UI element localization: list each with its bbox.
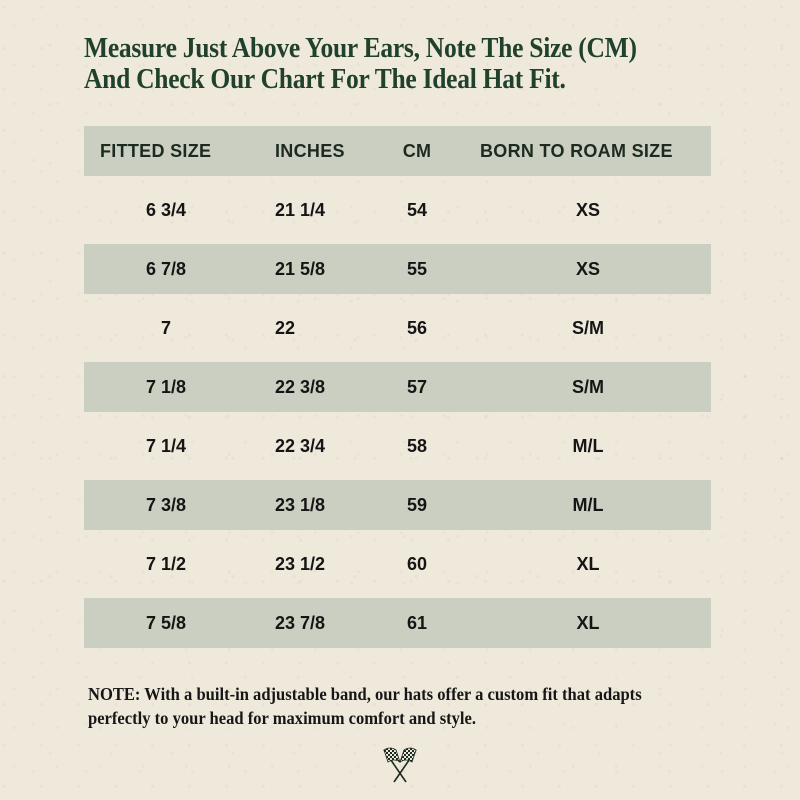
inches-cell: 22 3/4 xyxy=(275,435,326,456)
inches-cell: 21 1/4 xyxy=(275,199,326,220)
checkered-flags-icon xyxy=(383,747,417,783)
fitted-size-cell: 7 1/8 xyxy=(145,376,187,397)
table-row: 7 1/8 22 3/8 57 S/M xyxy=(84,362,711,412)
table-row: 7 22 56 S/M xyxy=(84,294,711,362)
table-header-row: FITTED SIZE INCHES CM BORN TO ROAM SIZE xyxy=(84,126,711,176)
cm-cell: 59 xyxy=(406,494,428,515)
brand-size-cell: XL xyxy=(576,553,600,574)
note-label: NOTE: xyxy=(88,684,141,704)
brand-size-cell: XS xyxy=(575,258,600,279)
cm-cell: 57 xyxy=(406,376,428,397)
inches-cell: 23 1/8 xyxy=(275,494,326,515)
cm-cell: 55 xyxy=(406,258,428,279)
inches-cell: 21 5/8 xyxy=(275,258,326,279)
inches-cell: 22 3/8 xyxy=(275,376,326,397)
table-row: 7 1/4 22 3/4 58 M/L xyxy=(84,412,711,480)
brand-size-cell: XL xyxy=(576,612,600,633)
inches-cell: 23 7/8 xyxy=(275,612,326,633)
fitted-size-cell: 7 3/8 xyxy=(145,494,187,515)
column-header-fitted-size: FITTED SIZE xyxy=(100,140,212,161)
fitted-size-cell: 7 1/2 xyxy=(145,553,187,574)
cm-cell: 60 xyxy=(406,553,428,574)
cm-cell: 58 xyxy=(406,435,428,456)
brand-size-cell: M/L xyxy=(572,435,604,456)
title-line-2: And Check Our Chart For The Ideal Hat Fi… xyxy=(84,63,566,95)
page-title: Measure Just Above Your Ears, Note The S… xyxy=(84,33,682,95)
fitted-size-cell: 6 7/8 xyxy=(145,258,187,279)
fitted-size-cell: 7 5/8 xyxy=(145,612,187,633)
inches-cell: 22 xyxy=(275,317,296,338)
brand-size-cell: XS xyxy=(575,199,600,220)
fitted-size-cell: 7 1/4 xyxy=(145,435,187,456)
brand-size-cell: S/M xyxy=(571,317,604,338)
size-chart-table: FITTED SIZE INCHES CM BORN TO ROAM SIZE … xyxy=(84,126,711,648)
table-row: 7 1/2 23 1/2 60 XL xyxy=(84,530,711,598)
fitted-size-cell: 6 3/4 xyxy=(145,199,187,220)
column-header-cm: CM xyxy=(402,140,432,161)
note-text: With a built-in adjustable band, our hat… xyxy=(88,684,642,728)
column-header-born-to-roam-size: BORN TO ROAM SIZE xyxy=(480,140,673,161)
fit-note: NOTE: With a built-in adjustable band, o… xyxy=(88,682,677,730)
cm-cell: 54 xyxy=(406,199,428,220)
title-line-1: Measure Just Above Your Ears, Note The S… xyxy=(84,32,637,64)
brand-size-cell: S/M xyxy=(571,376,604,397)
fitted-size-cell: 7 xyxy=(160,317,171,338)
table-row: 7 5/8 23 7/8 61 XL xyxy=(84,598,711,648)
table-row: 7 3/8 23 1/8 59 M/L xyxy=(84,480,711,530)
cm-cell: 56 xyxy=(406,317,428,338)
table-row: 6 3/4 21 1/4 54 XS xyxy=(84,176,711,244)
inches-cell: 23 1/2 xyxy=(275,553,326,574)
cm-cell: 61 xyxy=(406,612,428,633)
brand-size-cell: M/L xyxy=(572,494,604,515)
table-row: 6 7/8 21 5/8 55 XS xyxy=(84,244,711,294)
column-header-inches: INCHES xyxy=(275,140,345,161)
